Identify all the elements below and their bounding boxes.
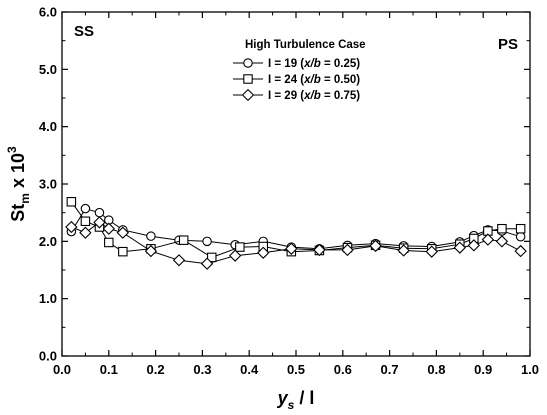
data-point-circle	[80, 203, 91, 214]
annotation-ps: PS	[498, 36, 518, 53]
legend-label: I = 19 (x/b = 0.25)	[268, 58, 360, 70]
data-point-diamond	[313, 243, 326, 257]
legend-label: I = 24 (x/b = 0.50)	[268, 74, 360, 86]
data-point-diamond	[453, 241, 466, 254]
y-tick-label: 4.0	[39, 119, 57, 134]
data-point-diamond	[397, 244, 410, 257]
x-axis-label-tail: / l	[294, 388, 314, 408]
x-tick-label: 0.9	[474, 362, 492, 377]
data-point-square	[497, 223, 507, 234]
data-point-diamond	[172, 254, 186, 267]
data-point-diamond	[285, 242, 298, 255]
series-square	[66, 197, 526, 263]
data-point-square	[235, 242, 245, 252]
legend-label: I = 29 (x/b = 0.75)	[268, 90, 360, 102]
data-point-square	[118, 246, 128, 257]
y-tick-label: 5.0	[39, 62, 57, 77]
x-tick-label: 0.3	[193, 362, 211, 377]
x-axis-label-var: y	[277, 388, 289, 408]
data-point-circle	[202, 236, 212, 247]
x-tick-label: 0.6	[334, 362, 352, 377]
data-point-diamond	[93, 216, 106, 229]
data-point-square	[207, 252, 217, 263]
data-point-diamond	[514, 244, 527, 258]
data-point-diamond	[257, 246, 270, 259]
data-point-diamond	[481, 233, 495, 246]
data-point-diamond	[425, 245, 438, 258]
y-axis-label-sub: m	[18, 193, 32, 204]
legend-label-italic: x/b	[303, 90, 321, 102]
data-point-diamond	[228, 249, 242, 262]
y-axis-label-sup: 3	[5, 146, 19, 153]
data-point-square	[66, 197, 77, 207]
data-point-square	[80, 216, 91, 227]
series-layer	[65, 197, 527, 270]
legend-label-italic: x/b	[303, 74, 321, 86]
data-point-square	[515, 223, 526, 234]
legend-label-suffix: = 0.25)	[321, 58, 360, 70]
legend-label-suffix: = 0.50)	[321, 74, 360, 86]
data-point-diamond	[102, 222, 115, 235]
legend: High Turbulence Case I = 19 (x/b = 0.25)…	[233, 39, 366, 102]
data-point-diamond	[116, 226, 130, 239]
x-tick-label: 0.0	[53, 362, 71, 377]
x-tick-label: 0.4	[240, 362, 259, 377]
legend-entry: I = 19 (x/b = 0.25)	[233, 58, 360, 70]
data-point-diamond	[495, 235, 509, 248]
legend-label-prefix: I = 24 (	[268, 74, 304, 86]
data-point-diamond	[144, 244, 158, 258]
data-point-circle	[94, 207, 105, 218]
legend-label-italic: x/b	[303, 58, 321, 70]
data-point-diamond	[369, 239, 382, 253]
annotation-ss: SS	[74, 23, 94, 40]
x-tick-label: 0.1	[100, 362, 118, 377]
data-point-square	[104, 237, 114, 248]
data-point-diamond	[65, 220, 78, 234]
legend-label-prefix: I = 19 (	[268, 58, 304, 70]
y-tick-label: 1.0	[39, 291, 57, 306]
x-tick-label: 0.7	[381, 362, 399, 377]
y-tick-label: 2.0	[39, 234, 57, 249]
series-diamond	[65, 216, 527, 270]
y-axis-label: Stm x 103	[5, 146, 32, 222]
data-point-square	[178, 235, 189, 245]
x-tick-label: 0.5	[287, 362, 305, 377]
legend-marker-diamond	[241, 88, 255, 102]
data-point-circle	[515, 231, 526, 242]
y-tick-label: 3.0	[39, 177, 57, 192]
legend-label-suffix: = 0.75)	[321, 90, 360, 102]
y-axis-label-var: St	[8, 204, 28, 222]
data-point-diamond	[467, 239, 481, 252]
legend-entry: I = 24 (x/b = 0.50)	[233, 74, 360, 86]
x-tick-label: 0.8	[427, 362, 445, 377]
tick-labels: 0.0 0.1 0.2 0.3 0.4 0.5 0.6 0.7 0.8 0.9 1.0 0.0 1.0 2…	[39, 5, 539, 378]
legend-title: High Turbulence Case	[245, 39, 366, 51]
data-point-circle	[146, 231, 156, 241]
legend-marker-circle	[243, 58, 253, 68]
legend-entry: I = 29 (x/b = 0.75)	[233, 88, 360, 102]
y-axis-label-mid: x 10	[8, 153, 28, 193]
x-axis-label-sub: s	[288, 398, 295, 412]
data-point-diamond	[341, 243, 354, 257]
data-point-diamond	[79, 226, 92, 239]
x-tick-label: 0.2	[147, 362, 165, 377]
plot-area	[61, 11, 531, 357]
data-point-diamond	[200, 257, 214, 270]
y-tick-label: 0.0	[39, 349, 57, 364]
x-tick-label: 1.0	[521, 362, 539, 377]
legend-label-prefix: I = 29 (	[268, 90, 304, 102]
legend-marker-square	[243, 74, 253, 84]
x-axis-label: ys / l	[277, 388, 315, 412]
y-tick-label: 6.0	[39, 5, 57, 20]
